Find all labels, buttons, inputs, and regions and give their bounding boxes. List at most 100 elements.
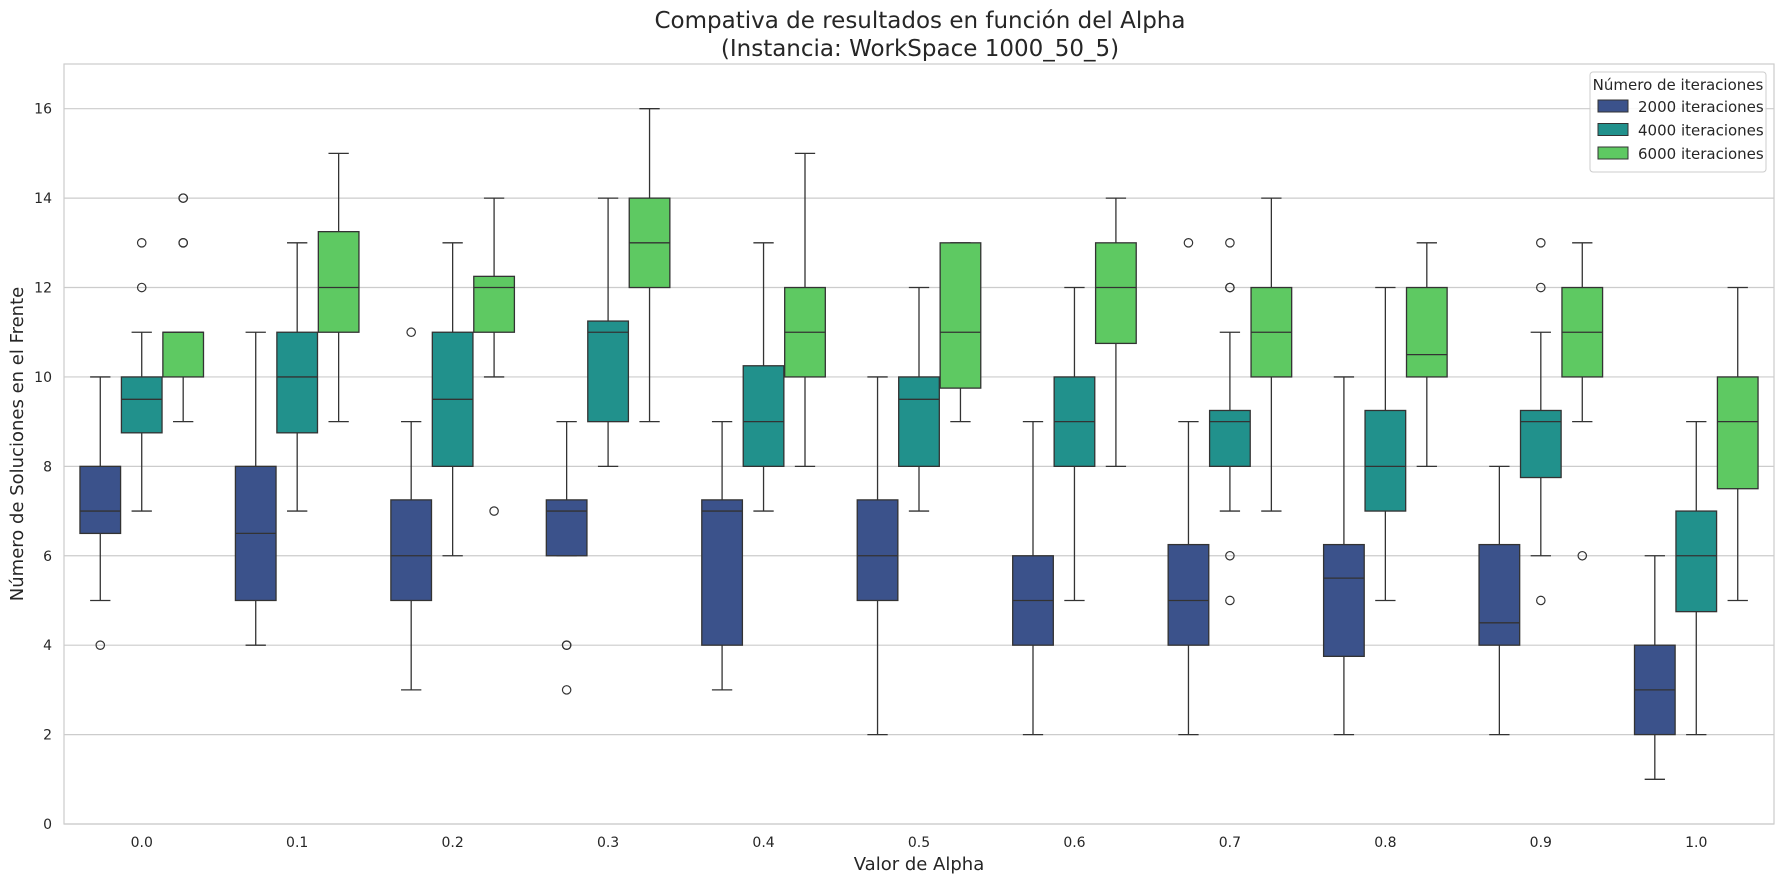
legend-swatch (1597, 146, 1629, 160)
plot-area-frame (63, 63, 1775, 825)
box-body (1519, 409, 1562, 479)
box-body (1208, 409, 1251, 468)
box (1716, 286, 1759, 602)
x-tick-label: 0.2 (442, 835, 464, 851)
box (587, 197, 630, 468)
box-body (1094, 242, 1137, 345)
outlier-point (561, 685, 572, 695)
y-tick-label: 4 (43, 638, 52, 654)
x-tick-label: 0.0 (131, 835, 153, 851)
box (79, 376, 122, 650)
y-tick-label: 12 (34, 281, 52, 297)
x-tick-label: 1.0 (1685, 835, 1707, 851)
y-tick-label: 2 (43, 728, 52, 744)
box-series-layer (79, 108, 1759, 780)
box-body (1478, 543, 1521, 646)
box (317, 152, 360, 423)
legend-entry-label: 4000 iteraciones (1638, 122, 1764, 140)
chart-subtitle: (Instancia: WorkSpace 1000_50_5) (721, 36, 1119, 62)
box-body (162, 331, 205, 378)
x-tick-label: 0.3 (597, 835, 619, 851)
box-body (701, 499, 744, 646)
x-tick-label: 0.7 (1219, 835, 1241, 851)
box (1675, 420, 1718, 736)
box (1012, 420, 1054, 736)
legend-entry-label: 6000 iteraciones (1638, 145, 1764, 163)
outlier-point (1225, 550, 1235, 561)
outlier-point (1577, 550, 1588, 561)
outlier-point (406, 327, 416, 338)
chart-title: Compativa de resultados en función del A… (655, 8, 1186, 34)
x-tick-label: 0.8 (1374, 835, 1396, 851)
y-axis-label: Número de Soluciones en el Frente (7, 287, 28, 601)
x-tick-label: 0.9 (1530, 835, 1552, 851)
box-body (742, 365, 785, 468)
legend-entries: 2000 iteraciones 4000 iteraciones 6000 ite… (1597, 98, 1764, 163)
box (628, 108, 671, 423)
box-body (856, 499, 899, 602)
outlier-point (1536, 238, 1546, 248)
x-tick-label: 0.6 (1063, 835, 1085, 851)
box (431, 242, 474, 557)
outlier-point (136, 238, 147, 248)
series-4000-iteraciones (120, 197, 1718, 736)
outlier-point (1225, 595, 1235, 606)
box (898, 286, 940, 512)
outlier-point (178, 238, 188, 248)
box (701, 420, 744, 691)
outlier-point (1183, 238, 1194, 248)
outlier-point (178, 193, 188, 203)
x-axis-ticks: 0.0 0.1 0.2 0.3 0.4 0.5 0.6 0.7 0.8 0.9 1.0 (131, 835, 1708, 851)
box-body (545, 499, 588, 557)
y-axis-ticks: 0 2 4 6 8 10 12 14 16 (34, 102, 52, 833)
x-tick-label: 0.1 (286, 835, 308, 851)
series-6000-iteraciones (162, 108, 1759, 602)
legend-frame (1589, 71, 1767, 173)
box-body (587, 320, 630, 423)
legend-entry-label: 2000 iteraciones (1638, 98, 1764, 116)
box (784, 152, 826, 468)
box (120, 238, 163, 512)
outlier-point (136, 282, 147, 293)
box (1364, 286, 1407, 602)
outlier-point (1225, 238, 1235, 248)
box (276, 242, 319, 512)
y-tick-label: 14 (34, 191, 52, 207)
x-tick-label: 0.5 (908, 835, 930, 851)
outlier-point (489, 506, 499, 516)
box (1094, 197, 1137, 468)
box (742, 242, 785, 512)
box (1167, 238, 1210, 736)
y-tick-label: 6 (43, 549, 52, 565)
box-body (79, 465, 122, 535)
y-tick-label: 0 (43, 817, 52, 833)
outlier-point (1536, 282, 1546, 293)
outlier-point (1536, 595, 1546, 606)
y-tick-label: 8 (43, 459, 52, 475)
series-2000-iteraciones (79, 238, 1676, 780)
legend: Número de iteraciones 2000 iteraciones 40… (1589, 71, 1767, 173)
box-body (1167, 543, 1210, 646)
box-body (939, 242, 982, 389)
y-tick-label: 10 (34, 370, 52, 386)
box-body (390, 499, 433, 602)
legend-swatch (1597, 99, 1629, 113)
outlier-point (95, 640, 106, 650)
box-body (1716, 376, 1759, 490)
box (1250, 197, 1293, 512)
box-body (1322, 543, 1365, 658)
outlier-point (561, 640, 572, 650)
x-tick-label: 0.4 (752, 835, 774, 851)
box-body (1405, 286, 1448, 378)
box-body (1675, 510, 1718, 613)
box-body (276, 331, 319, 434)
legend-swatch (1597, 123, 1629, 136)
box (473, 197, 516, 516)
box (856, 376, 899, 736)
box (939, 242, 982, 423)
box (1633, 555, 1676, 780)
box (1208, 238, 1251, 606)
box-body (1364, 409, 1407, 512)
